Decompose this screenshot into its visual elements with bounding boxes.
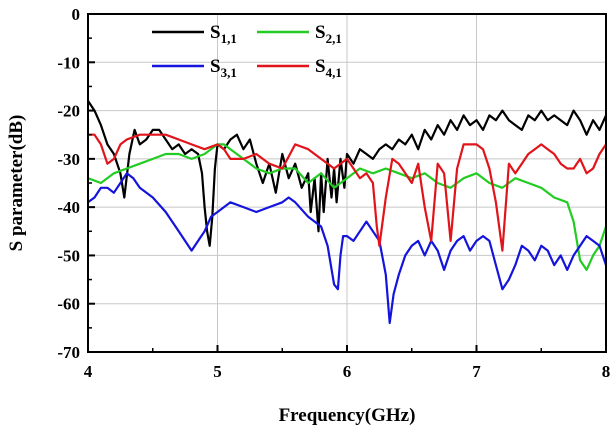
- x-tick-label: 7: [472, 362, 481, 381]
- series-line-s4-1: [88, 133, 607, 252]
- legend-label: S2,1: [315, 22, 342, 46]
- x-tick-label: 6: [343, 362, 352, 381]
- legend: S1,1 S2,1 S3,1 S4,1: [152, 22, 342, 80]
- legend-label: S4,1: [315, 56, 342, 80]
- y-tick-label: -10: [57, 53, 80, 72]
- legend-item-s3-1: S3,1: [152, 56, 237, 80]
- y-tick-label: -70: [57, 343, 80, 362]
- series-line-s2-1: [87, 143, 608, 271]
- axis-ticks: 4 5 6 7 8 0 -10 -20 -30 -40 -50 -60 -70: [57, 5, 610, 381]
- x-axis-title: Frequency(GHz): [279, 405, 416, 426]
- legend-label: S3,1: [210, 56, 237, 80]
- x-tick-label: 8: [602, 362, 610, 381]
- series-line-s1-1: [87, 100, 608, 247]
- series-layer: [87, 100, 608, 325]
- y-tick-label: -20: [57, 102, 80, 121]
- y-tick-label: 0: [72, 5, 81, 24]
- y-axis-title: S parameter(dB): [6, 115, 27, 252]
- x-tick-label: 5: [213, 362, 222, 381]
- y-tick-label: -60: [57, 295, 80, 314]
- legend-item-s1-1: S1,1: [152, 22, 237, 46]
- y-tick-label: -50: [57, 246, 80, 265]
- legend-item-s2-1: S2,1: [257, 22, 342, 46]
- x-tick-label: 4: [84, 362, 93, 381]
- legend-label: S1,1: [210, 22, 237, 46]
- series-line-s3-1: [87, 172, 608, 325]
- legend-item-s4-1: S4,1: [257, 56, 342, 80]
- y-tick-label: -30: [57, 150, 80, 169]
- y-tick-label: -40: [57, 198, 80, 217]
